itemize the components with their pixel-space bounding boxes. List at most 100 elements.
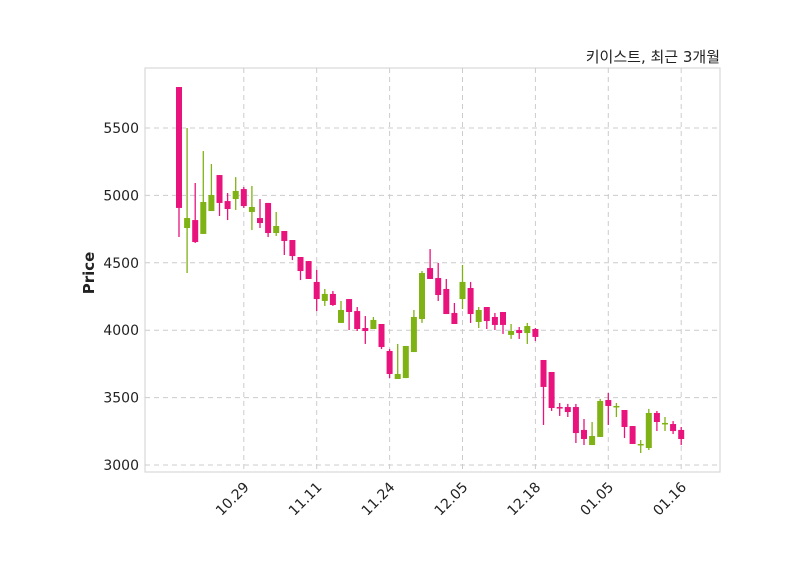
x-tick-label: 12.18 bbox=[505, 480, 545, 520]
candle-body bbox=[670, 424, 677, 432]
candle-body bbox=[524, 326, 531, 334]
candle bbox=[653, 410, 660, 432]
x-tick-label: 01.16 bbox=[650, 479, 690, 519]
candle bbox=[370, 316, 377, 329]
candle bbox=[232, 177, 239, 210]
candle bbox=[572, 403, 579, 444]
candle-body bbox=[192, 220, 199, 243]
candle bbox=[394, 343, 401, 379]
candle-body bbox=[483, 307, 490, 322]
candle bbox=[662, 417, 668, 432]
candle bbox=[540, 359, 547, 425]
x-tick-label: 01.05 bbox=[577, 480, 617, 520]
candle bbox=[281, 230, 288, 255]
candle-body bbox=[516, 330, 523, 334]
candle bbox=[354, 307, 361, 332]
candle bbox=[289, 240, 296, 261]
y-tick-label: 3500 bbox=[103, 391, 139, 407]
candle-body bbox=[645, 412, 652, 449]
candle bbox=[273, 211, 280, 236]
candle bbox=[248, 185, 255, 231]
candle bbox=[564, 403, 571, 418]
candle bbox=[637, 440, 644, 454]
candle-body bbox=[354, 311, 361, 329]
candle bbox=[597, 398, 604, 437]
candle bbox=[459, 264, 466, 310]
candle bbox=[645, 408, 652, 451]
grid-lines bbox=[145, 68, 720, 472]
candle bbox=[589, 421, 596, 446]
candle-body bbox=[572, 407, 579, 434]
candle-body bbox=[346, 299, 353, 313]
candle-body bbox=[540, 359, 547, 387]
candle-body bbox=[637, 443, 644, 446]
candle bbox=[321, 288, 328, 306]
candle bbox=[516, 326, 523, 339]
y-tick-label: 4500 bbox=[103, 256, 139, 272]
candle-body bbox=[394, 374, 401, 379]
candle bbox=[556, 402, 563, 416]
candle bbox=[305, 261, 312, 279]
candle-body bbox=[297, 257, 304, 272]
candle-body bbox=[491, 316, 498, 325]
candle-body bbox=[605, 400, 612, 406]
candle bbox=[297, 257, 304, 281]
candle bbox=[402, 345, 409, 379]
candle bbox=[176, 87, 182, 238]
candle-body bbox=[200, 202, 207, 234]
candle-body bbox=[589, 436, 596, 446]
candle-body bbox=[653, 412, 660, 422]
candle bbox=[265, 202, 272, 238]
candle-body bbox=[500, 312, 506, 325]
candle-body bbox=[508, 331, 515, 335]
candle bbox=[338, 300, 344, 323]
candle bbox=[386, 349, 393, 379]
candle-body bbox=[289, 240, 296, 257]
candle bbox=[443, 278, 450, 315]
candle-body bbox=[338, 309, 344, 323]
candle-body bbox=[378, 323, 385, 348]
candle-body bbox=[248, 206, 255, 212]
candle bbox=[524, 322, 531, 344]
candle bbox=[605, 393, 612, 425]
candle-body bbox=[184, 218, 191, 229]
candle bbox=[621, 410, 628, 439]
candle-body bbox=[410, 316, 417, 353]
candle bbox=[427, 249, 434, 279]
candle-body bbox=[208, 194, 215, 212]
candle-body bbox=[273, 225, 280, 234]
y-tick-label: 5000 bbox=[103, 188, 139, 204]
candle-body bbox=[548, 371, 555, 408]
candle-body bbox=[386, 350, 393, 375]
candle bbox=[491, 312, 498, 331]
candle-body bbox=[265, 202, 272, 234]
candle bbox=[483, 307, 490, 329]
y-tick-labels: 3000 3500 4000 4500 5000 5500 bbox=[103, 121, 139, 474]
candle bbox=[670, 421, 677, 434]
candle bbox=[240, 187, 247, 208]
candle bbox=[581, 419, 587, 446]
candle bbox=[200, 151, 207, 234]
candle-body bbox=[459, 281, 466, 300]
candle bbox=[184, 128, 191, 274]
candles bbox=[176, 87, 685, 454]
candle bbox=[313, 269, 320, 312]
x-tick-label: 10.29 bbox=[213, 480, 253, 520]
chart-title: 키이스트, 최근 3개월 bbox=[586, 48, 720, 66]
candle-body bbox=[313, 281, 320, 300]
candle-body bbox=[556, 407, 563, 409]
candle-body bbox=[621, 410, 628, 427]
candle bbox=[410, 309, 417, 353]
candle bbox=[362, 316, 369, 344]
candle-body bbox=[629, 426, 636, 444]
y-tick-label: 4000 bbox=[103, 323, 139, 339]
candle-body bbox=[678, 429, 685, 439]
candle-body bbox=[613, 405, 620, 408]
x-tick-label: 11.11 bbox=[286, 480, 326, 520]
candle bbox=[329, 290, 336, 306]
candle-body bbox=[564, 407, 571, 413]
candle-body bbox=[402, 345, 409, 379]
candle-body bbox=[224, 201, 231, 210]
candle-body bbox=[443, 288, 450, 315]
